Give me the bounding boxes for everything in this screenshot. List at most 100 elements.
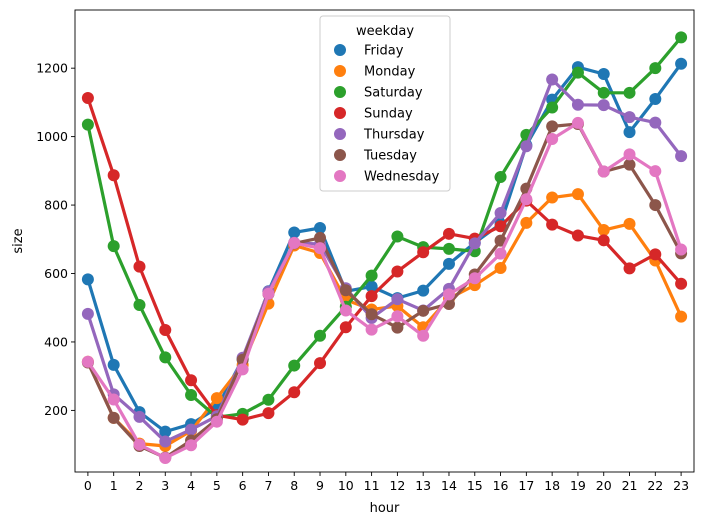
data-point-sunday bbox=[417, 246, 430, 259]
data-point-saturday bbox=[107, 240, 120, 253]
x-tick-label: 19 bbox=[570, 478, 586, 493]
legend-label-saturday: Saturday bbox=[364, 86, 423, 101]
data-point-thursday bbox=[571, 98, 584, 111]
data-point-sunday bbox=[365, 290, 378, 303]
data-point-sunday bbox=[107, 169, 120, 182]
data-point-saturday bbox=[185, 389, 198, 401]
data-point-wednesday bbox=[339, 304, 352, 317]
legend-box bbox=[319, 15, 451, 192]
data-point-monday bbox=[675, 310, 688, 323]
data-point-wednesday bbox=[262, 287, 275, 300]
data-point-friday bbox=[417, 284, 430, 297]
data-point-tuesday bbox=[314, 231, 327, 244]
data-point-wednesday bbox=[417, 329, 430, 342]
x-tick-label: 16 bbox=[493, 478, 509, 493]
data-point-tuesday bbox=[339, 284, 352, 297]
data-point-wednesday bbox=[468, 272, 481, 285]
data-point-saturday bbox=[623, 86, 636, 99]
data-point-friday bbox=[288, 226, 301, 239]
data-point-sunday bbox=[81, 91, 94, 104]
data-point-friday bbox=[314, 221, 327, 234]
data-point-thursday bbox=[133, 410, 146, 423]
y-tick-label: 400 bbox=[44, 334, 68, 349]
x-tick-label: 6 bbox=[239, 478, 247, 493]
data-point-wednesday bbox=[675, 243, 688, 256]
x-tick-label: 14 bbox=[441, 478, 457, 493]
data-point-wednesday bbox=[185, 439, 198, 452]
data-point-saturday bbox=[494, 171, 507, 184]
data-point-thursday bbox=[81, 307, 94, 320]
legend-label-thursday: Thursday bbox=[363, 128, 425, 143]
legend-marker-friday bbox=[334, 44, 346, 56]
data-point-wednesday bbox=[133, 438, 146, 451]
data-point-friday bbox=[597, 67, 610, 80]
data-point-thursday bbox=[159, 435, 172, 448]
x-tick-label: 20 bbox=[596, 478, 612, 493]
data-point-wednesday bbox=[623, 148, 636, 161]
legend-marker-thursday bbox=[334, 128, 346, 140]
data-point-sunday bbox=[649, 248, 662, 261]
data-point-wednesday bbox=[546, 133, 559, 146]
data-point-thursday bbox=[623, 111, 636, 124]
y-axis: 200 400 600 800 1000 1200 bbox=[36, 61, 75, 418]
data-point-wednesday bbox=[365, 323, 378, 336]
x-tick-label: 5 bbox=[213, 478, 221, 493]
data-point-sunday bbox=[262, 407, 275, 420]
data-point-monday bbox=[494, 262, 507, 275]
x-tick-label: 15 bbox=[467, 478, 483, 493]
data-point-thursday bbox=[494, 206, 507, 219]
data-point-saturday bbox=[546, 101, 559, 114]
data-point-sunday bbox=[442, 227, 455, 240]
data-point-wednesday bbox=[288, 237, 301, 250]
data-point-wednesday bbox=[494, 247, 507, 260]
series-sunday bbox=[81, 91, 688, 426]
data-point-friday bbox=[159, 425, 172, 438]
y-tick-label: 200 bbox=[44, 403, 68, 418]
data-point-tuesday bbox=[417, 304, 430, 317]
data-point-thursday bbox=[546, 73, 559, 86]
legend-label-friday: Friday bbox=[364, 44, 404, 59]
data-point-saturday bbox=[133, 298, 146, 311]
data-point-wednesday bbox=[597, 165, 610, 178]
data-point-sunday bbox=[159, 323, 172, 336]
data-point-monday bbox=[210, 392, 223, 405]
x-tick-label: 10 bbox=[338, 478, 354, 493]
data-point-sunday bbox=[675, 277, 688, 290]
data-point-sunday bbox=[236, 413, 249, 426]
data-point-sunday bbox=[288, 386, 301, 399]
y-tick-label: 600 bbox=[44, 266, 68, 281]
data-point-monday bbox=[623, 217, 636, 230]
data-point-tuesday bbox=[649, 199, 662, 212]
data-point-wednesday bbox=[442, 288, 455, 301]
data-point-wednesday bbox=[649, 165, 662, 178]
data-point-sunday bbox=[546, 218, 559, 231]
data-point-thursday bbox=[185, 423, 198, 436]
x-axis-label: hour bbox=[370, 501, 400, 516]
data-point-friday bbox=[649, 92, 662, 105]
data-point-friday bbox=[365, 280, 378, 293]
data-point-tuesday bbox=[391, 321, 404, 334]
data-point-saturday bbox=[81, 118, 94, 131]
data-point-saturday bbox=[571, 66, 584, 79]
data-point-sunday bbox=[571, 229, 584, 242]
data-point-saturday bbox=[365, 269, 378, 282]
x-tick-label: 7 bbox=[264, 478, 272, 493]
x-tick-label: 18 bbox=[544, 478, 560, 493]
y-tick-label: 1000 bbox=[36, 129, 68, 144]
x-tick-label: 4 bbox=[187, 478, 195, 493]
legend-label-tuesday: Tuesday bbox=[363, 149, 417, 164]
data-point-sunday bbox=[494, 220, 507, 233]
data-point-sunday bbox=[391, 265, 404, 278]
data-point-tuesday bbox=[365, 308, 378, 321]
legend: weekday Friday Monday Saturday Sunday Thursd… bbox=[319, 15, 451, 192]
data-point-wednesday bbox=[236, 363, 249, 376]
y-tick-label: 800 bbox=[44, 198, 68, 213]
data-point-wednesday bbox=[159, 451, 172, 464]
data-point-saturday bbox=[159, 351, 172, 364]
data-point-sunday bbox=[623, 262, 636, 275]
data-point-thursday bbox=[597, 99, 610, 112]
x-tick-label: 22 bbox=[647, 478, 663, 493]
data-point-friday bbox=[107, 358, 120, 371]
legend-marker-wednesday bbox=[334, 170, 346, 182]
